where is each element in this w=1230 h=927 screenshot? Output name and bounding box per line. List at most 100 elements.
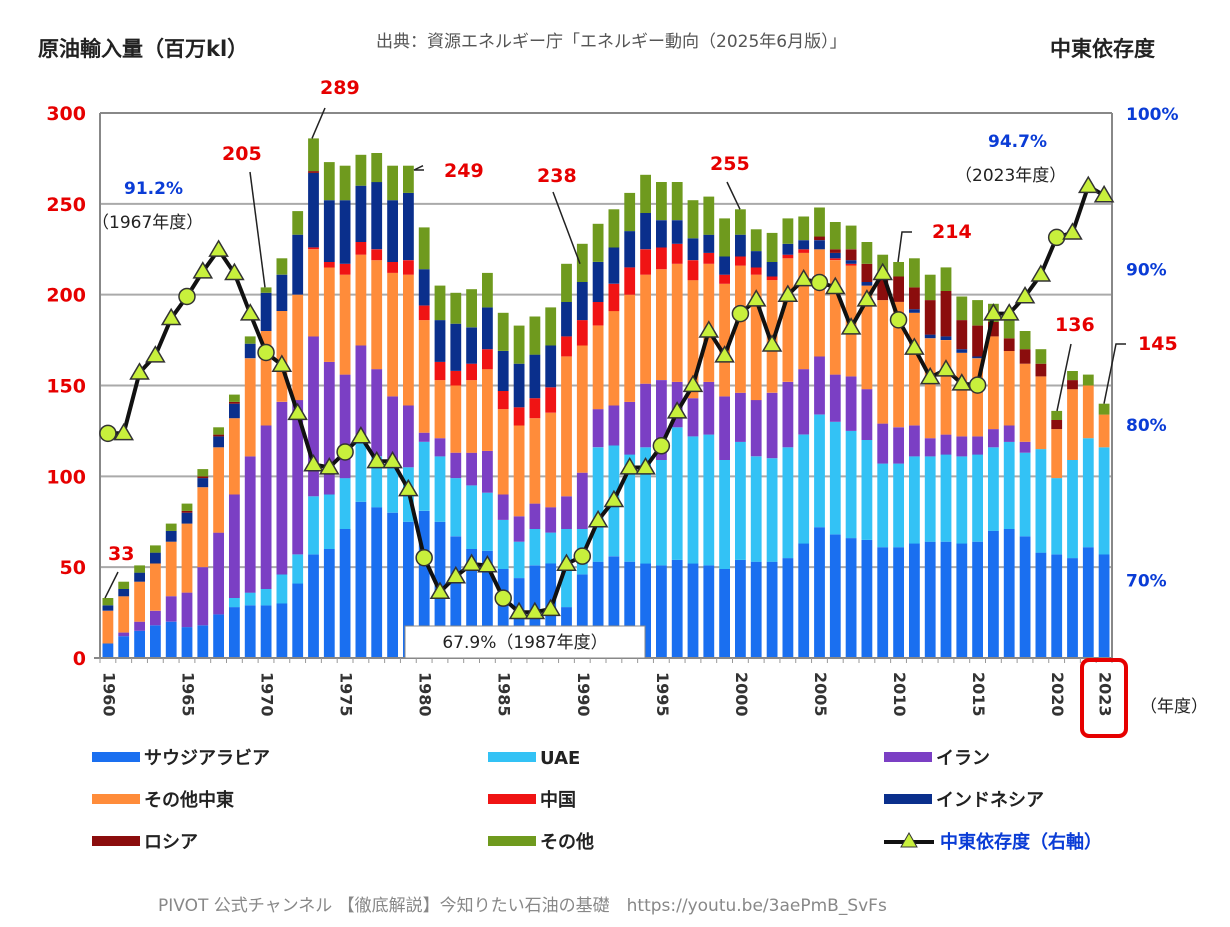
- line-marker-triangle-1977: [366, 450, 388, 469]
- bar-iran-1982: [450, 452, 462, 479]
- line-marker-triangle-1988: [540, 598, 561, 617]
- bar-iran-1997: [687, 398, 699, 437]
- bar-other-1961: [118, 581, 130, 589]
- low-1987-label: 67.9%（1987年度）: [442, 633, 607, 653]
- bar-other_me-2006: [829, 260, 841, 375]
- bar-china-1974: [323, 262, 335, 268]
- bar-other_me-1984: [482, 369, 493, 451]
- bar-other_me-1987: [529, 418, 541, 504]
- bar-other-1977: [371, 153, 383, 183]
- bar-indonesia-2015: [972, 356, 983, 359]
- bar-other_me-2017: [1003, 351, 1015, 426]
- bar-china-1979: [403, 260, 414, 275]
- bar-russia-1968: [229, 401, 240, 404]
- line-marker-triangle-1963: [145, 345, 166, 363]
- bar-saudi-1966: [197, 625, 209, 658]
- bar-other-1996: [671, 182, 683, 221]
- bar-uae-1973: [308, 496, 319, 555]
- bar-other_me-1977: [371, 260, 383, 370]
- line-marker-triangle-1999: [714, 345, 735, 363]
- bar-iran-2003: [782, 381, 794, 448]
- bar-iran-1962: [134, 621, 145, 631]
- bar-saudi-1972: [292, 583, 304, 658]
- dependency-line-path: [107, 184, 1106, 615]
- line-marker-triangle-1984: [477, 555, 498, 573]
- bar-saudi-2005: [814, 527, 825, 658]
- legend-swatch-uae: [488, 752, 536, 762]
- bar-other-2013: [940, 267, 952, 291]
- bar-other_me-1978: [387, 272, 398, 397]
- bar-iran-2009: [877, 423, 889, 464]
- left-tick-label: 100: [46, 466, 86, 488]
- bar-indonesia-1981: [434, 320, 446, 362]
- bar-saudi-1980: [418, 510, 430, 658]
- leader-line-1979: [413, 165, 424, 171]
- bar-russia-2009: [877, 274, 889, 301]
- bar-iran-1985: [497, 494, 509, 520]
- x-tick-label: 1980: [416, 672, 435, 717]
- bar-other_me-1981: [434, 380, 446, 439]
- bar-iran-2015: [972, 436, 983, 455]
- bar-other-2021: [1067, 371, 1078, 381]
- bar-indonesia-2007: [845, 260, 857, 264]
- bar-russia-1973: [308, 171, 319, 173]
- bar-other-1986: [513, 325, 525, 364]
- line-marker-circle-2005: [810, 273, 829, 292]
- bar-other_me-1973: [308, 249, 319, 337]
- bar-other_me-1982: [450, 385, 462, 453]
- bar-saudi-2016: [988, 530, 999, 658]
- bar-iran-2018: [1019, 441, 1031, 453]
- line-marker-triangle-1996: [666, 401, 688, 419]
- bar-other_me-1966: [197, 487, 209, 568]
- bar-other_me-2005: [814, 249, 825, 357]
- annotations: 33 205 289 249 238 255 214 136 145 91.2% （1967年度） 6…: [92, 77, 1178, 659]
- bar-other_me-1960: [102, 610, 114, 644]
- bar-indonesia-1963: [150, 552, 161, 564]
- bar-uae-2008: [861, 440, 873, 540]
- bar-indonesia-2004: [798, 240, 810, 250]
- bar-iran-1964: [165, 596, 177, 622]
- bar-other-1969: [244, 336, 256, 344]
- bar-indonesia-1992: [608, 247, 620, 284]
- bar-other-1973: [308, 138, 319, 172]
- bar-uae-1972: [292, 554, 304, 584]
- bar-iran-2017: [1003, 425, 1015, 442]
- bar-iran-1976: [355, 345, 367, 440]
- bar-other-1968: [229, 394, 240, 402]
- bar-iran-1966: [197, 567, 209, 626]
- bar-indonesia-2002: [766, 262, 778, 277]
- bar-iran-2000: [735, 392, 746, 442]
- x-tick-label: 1985: [495, 672, 514, 717]
- left-axis: 0 50 100 150 200 250 300: [46, 103, 86, 670]
- line-marker-triangle-1983: [461, 553, 482, 571]
- x-tick-label: 2020: [1048, 672, 1067, 717]
- legend-label-saudi: サウジアラビア: [144, 748, 270, 769]
- bar-uae-2020: [1051, 478, 1063, 555]
- bar-indonesia-1973: [308, 172, 319, 248]
- bar-uae-2005: [814, 414, 825, 528]
- bar-other_me-1994: [640, 274, 651, 384]
- legend-swatch-saudi: [92, 752, 140, 762]
- bar-other-1993: [624, 192, 636, 232]
- peak-2023-value: 94.7%: [988, 132, 1047, 152]
- bar-indonesia-2006: [829, 252, 841, 259]
- bar-saudi-2017: [1003, 529, 1015, 658]
- line-marker-triangle-1964: [160, 307, 182, 326]
- line-marker-triangle-2019: [1030, 264, 1052, 282]
- bar-other_me-1961: [118, 596, 130, 633]
- bar-saudi-1996: [671, 559, 683, 658]
- bar-russia-1966: [197, 476, 209, 479]
- left-tick-label: 300: [46, 103, 86, 125]
- bar-indonesia-1985: [497, 351, 509, 391]
- bar-indonesia-1996: [671, 220, 683, 244]
- legend-label-other: その他: [540, 831, 594, 853]
- bar-saudi-2019: [1035, 552, 1047, 658]
- bar-uae-2010: [893, 463, 904, 548]
- bar-saudi-1983: [466, 549, 477, 658]
- line-marker-triangle-1966: [192, 261, 214, 279]
- bar-iran-2006: [829, 374, 841, 422]
- bar-saudi-2006: [829, 534, 841, 658]
- bar-saudi-2008: [861, 539, 873, 658]
- line-marker-triangle-1982: [445, 565, 467, 584]
- bar-uae-1970: [260, 589, 272, 606]
